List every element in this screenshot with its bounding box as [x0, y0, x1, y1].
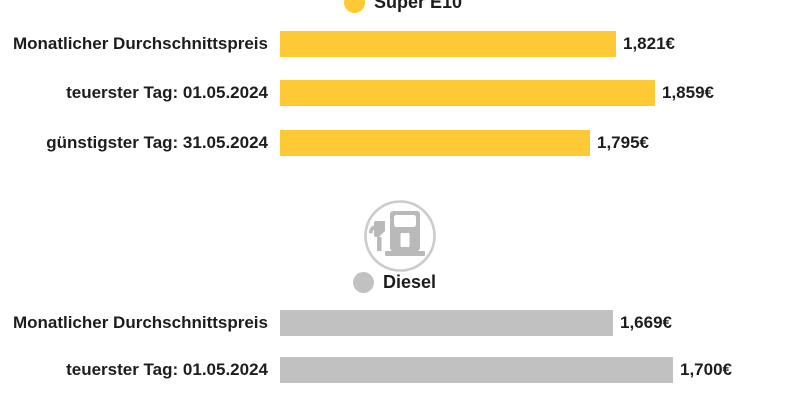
bar-super-min: [280, 130, 590, 156]
bar-diesel-avg: [280, 310, 613, 336]
bar-value: 1,669€: [620, 313, 672, 332]
bar-value: 1,700€: [680, 360, 732, 379]
bar-row-bar-area: 1,859€: [280, 80, 714, 106]
bar-row-label: teuerster Tag: 01.05.2024: [66, 360, 268, 379]
bar-row-diesel-max: teuerster Tag: 01.05.2024 1,700€: [0, 357, 800, 383]
bar-super-avg: [280, 31, 616, 57]
bar-row-bar-area: 1,821€: [280, 31, 675, 57]
bar-row-label: Monatlicher Durchschnittspreis: [12, 34, 268, 53]
fuel-pump-icon: [362, 198, 438, 274]
bar-row-bar-area: 1,700€: [280, 357, 732, 383]
legend-label-super-e10: Super E10: [374, 0, 463, 12]
bar-super-max: [280, 80, 655, 106]
bar-value: 1,821€: [623, 34, 675, 53]
bar-row-super-max: teuerster Tag: 01.05.2024 1,859€: [0, 80, 800, 106]
bar-row-diesel-avg: Monatlicher Durchschnittspreis 1,669€: [0, 310, 800, 336]
super-e10-dot-icon: [344, 0, 365, 13]
legend-label-diesel: Diesel: [383, 272, 437, 292]
legend-diesel: Diesel: [353, 271, 436, 293]
bar-diesel-max: [280, 357, 673, 383]
bar-value: 1,859€: [662, 83, 714, 102]
bar-value: 1,795€: [597, 133, 649, 152]
bar-row-label: günstigster Tag: 31.05.2024: [46, 133, 268, 152]
bar-row-super-avg: Monatlicher Durchschnittspreis 1,821€: [0, 31, 800, 57]
legend-super-e10: Super E10: [344, 0, 462, 13]
diesel-dot-icon: [353, 271, 374, 293]
bar-row-bar-area: 1,795€: [280, 130, 649, 156]
bar-row-label: Monatlicher Durchschnittspreis: [12, 313, 268, 332]
bar-row-label: teuerster Tag: 01.05.2024: [66, 83, 268, 102]
bar-row-bar-area: 1,669€: [280, 310, 672, 336]
bar-row-super-min: günstigster Tag: 31.05.2024 1,795€: [0, 130, 800, 156]
